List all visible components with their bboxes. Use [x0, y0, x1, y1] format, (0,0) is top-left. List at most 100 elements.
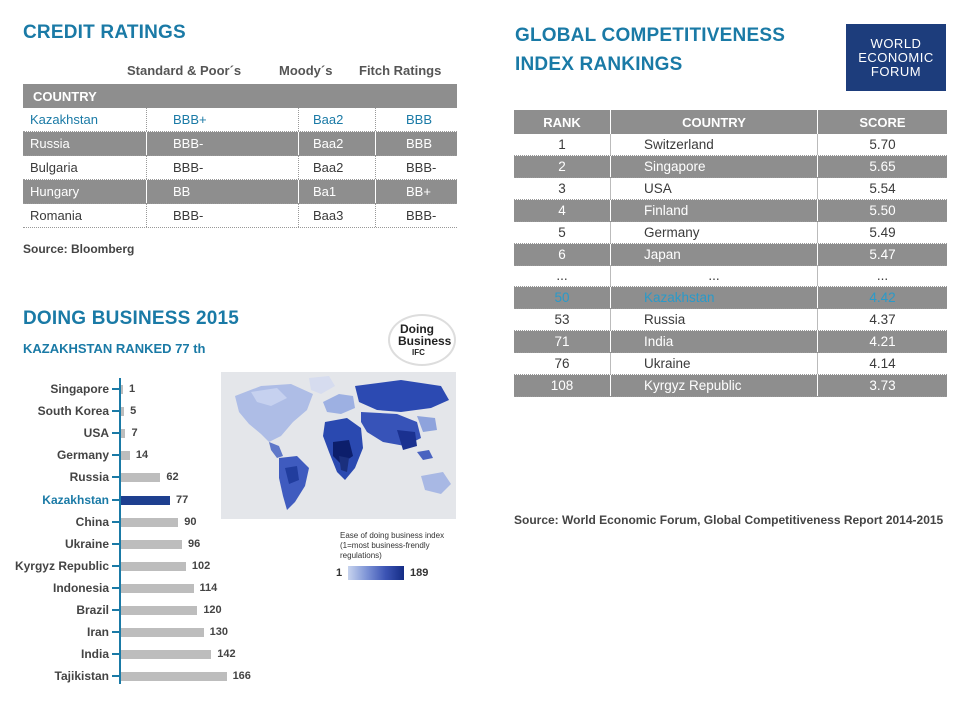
doing-business-subtitle: KAZAKHSTAN RANKED 77 th [23, 341, 206, 356]
legend-title: Ease of doing business index (1=most bus… [340, 531, 445, 560]
rank-cell: 53 [514, 309, 611, 331]
fitch-cell: BBB [406, 112, 433, 127]
bar [121, 429, 126, 439]
country-cell: Bulgaria [23, 156, 147, 179]
score-cell: 3.73 [869, 377, 896, 393]
country-cell: Romania [23, 204, 147, 227]
gci-title-line1: GLOBAL COMPETITIVENESS [515, 25, 786, 46]
country-cell: Japan [611, 243, 818, 265]
sp-cell: BB [147, 180, 299, 203]
bar [121, 495, 170, 505]
legend-gradient [348, 566, 404, 580]
table-row: 6 Japan 5.47 [514, 243, 947, 266]
legend-low-label: 1 [336, 567, 343, 579]
table-header-row: COUNTRY [23, 84, 457, 108]
axis-tick [112, 476, 120, 479]
rank-cell: 71 [514, 331, 611, 353]
table-row: Hungary BB Ba1 BB+ [23, 180, 457, 204]
country-cell: Kazakhstan [611, 287, 818, 309]
bar [121, 517, 179, 527]
data-label: 14 [135, 449, 149, 462]
rank-cell: 4 [514, 199, 611, 221]
axis-tick [112, 498, 120, 501]
axis-tick [112, 675, 120, 678]
moodys-cell: Baa2 [299, 132, 376, 155]
logo-text: IFC [412, 348, 425, 357]
score-cell: 5.54 [869, 180, 896, 196]
bar [121, 561, 186, 571]
table-row: 108 Kyrgyz Republic 3.73 [514, 374, 947, 397]
data-label: 120 [203, 604, 222, 616]
fitch-cell: BBB- [406, 160, 437, 175]
score-cell: 5.49 [869, 224, 896, 240]
category-label: Kyrgyz Republic [14, 558, 109, 573]
score-cell: 4.14 [869, 356, 896, 371]
wef-logo-line: ECONOMIC [858, 49, 934, 65]
country-cell: Switzerland [611, 134, 818, 155]
country-cell: Hungary [23, 180, 147, 203]
rank-cell: 3 [514, 177, 611, 199]
category-label: Indonesia [52, 580, 109, 595]
rank-cell: 5 [514, 221, 611, 243]
data-label: 1 [129, 383, 136, 395]
data-label: 90 [184, 515, 197, 528]
country-cell: Ukraine [611, 353, 818, 374]
bar [121, 650, 212, 660]
table-row: 76 Ukraine 4.14 [514, 353, 947, 375]
data-label: 77 [175, 493, 189, 506]
score-cell: ... [876, 268, 889, 284]
bar [121, 407, 125, 417]
country-cell: Kyrgyz Republic [611, 374, 818, 396]
data-label: 102 [191, 559, 211, 572]
rank-header: RANK [514, 110, 611, 134]
rank-cell: ... [514, 265, 611, 287]
category-label: Ukraine [64, 536, 109, 551]
bar [121, 628, 204, 638]
bar [121, 583, 194, 593]
table-row: 5 Germany 5.49 [514, 221, 947, 244]
sp-cell: BBB- [147, 156, 299, 179]
country-cell: India [611, 331, 818, 353]
moodys-cell: Baa3 [299, 204, 376, 227]
col-header-moodys: Moody´s [279, 63, 333, 78]
moodys-cell: Baa2 [299, 156, 376, 179]
score-cell: 4.21 [869, 334, 896, 350]
sp-cell: BBB- [147, 132, 299, 155]
axis-tick [112, 631, 120, 634]
rank-cell: 2 [514, 155, 611, 177]
chart-axis [119, 378, 121, 684]
sp-cell: BBB+ [147, 108, 299, 131]
bar [121, 606, 198, 615]
table-row: Romania BBB- Baa3 BBB- [23, 204, 457, 228]
bar [121, 473, 161, 483]
rank-cell: 1 [514, 134, 611, 155]
legend-high-label: 189 [410, 567, 429, 579]
score-cell: 5.47 [869, 246, 896, 262]
axis-tick [112, 609, 120, 611]
rank-cell: 76 [514, 353, 611, 374]
data-label: 142 [217, 648, 236, 661]
doing-business-title: DOING BUSINESS 2015 [23, 308, 240, 329]
category-label: South Korea [37, 404, 109, 419]
wef-logo-line: FORUM [870, 63, 922, 79]
bar [121, 385, 123, 394]
wef-logo: WORLD ECONOMIC FORUM [846, 24, 946, 91]
axis-tick [112, 410, 120, 413]
table-row: 53 Russia 4.37 [514, 309, 947, 332]
table-row: 3 USA 5.54 [514, 177, 947, 200]
bar [121, 539, 183, 549]
col-header-fitch: Fitch Ratings [359, 63, 442, 78]
fitch-cell: BB+ [406, 184, 431, 199]
doing-business-logo: Doing Business IFC [388, 314, 456, 366]
score-cell: 5.70 [869, 137, 896, 152]
category-label: Iran [86, 625, 109, 640]
country-cell: Kazakhstan [23, 108, 147, 131]
fitch-cell: BBB- [406, 208, 437, 223]
country-cell: Singapore [611, 155, 818, 177]
table-row: Kazakhstan BBB+ Baa2 BBB [23, 108, 457, 132]
score-cell: 4.42 [869, 290, 896, 306]
logo-text: Doing [400, 322, 434, 336]
score-header: SCORE [859, 114, 906, 130]
axis-tick [112, 432, 120, 435]
country-cell: ... [611, 265, 818, 287]
